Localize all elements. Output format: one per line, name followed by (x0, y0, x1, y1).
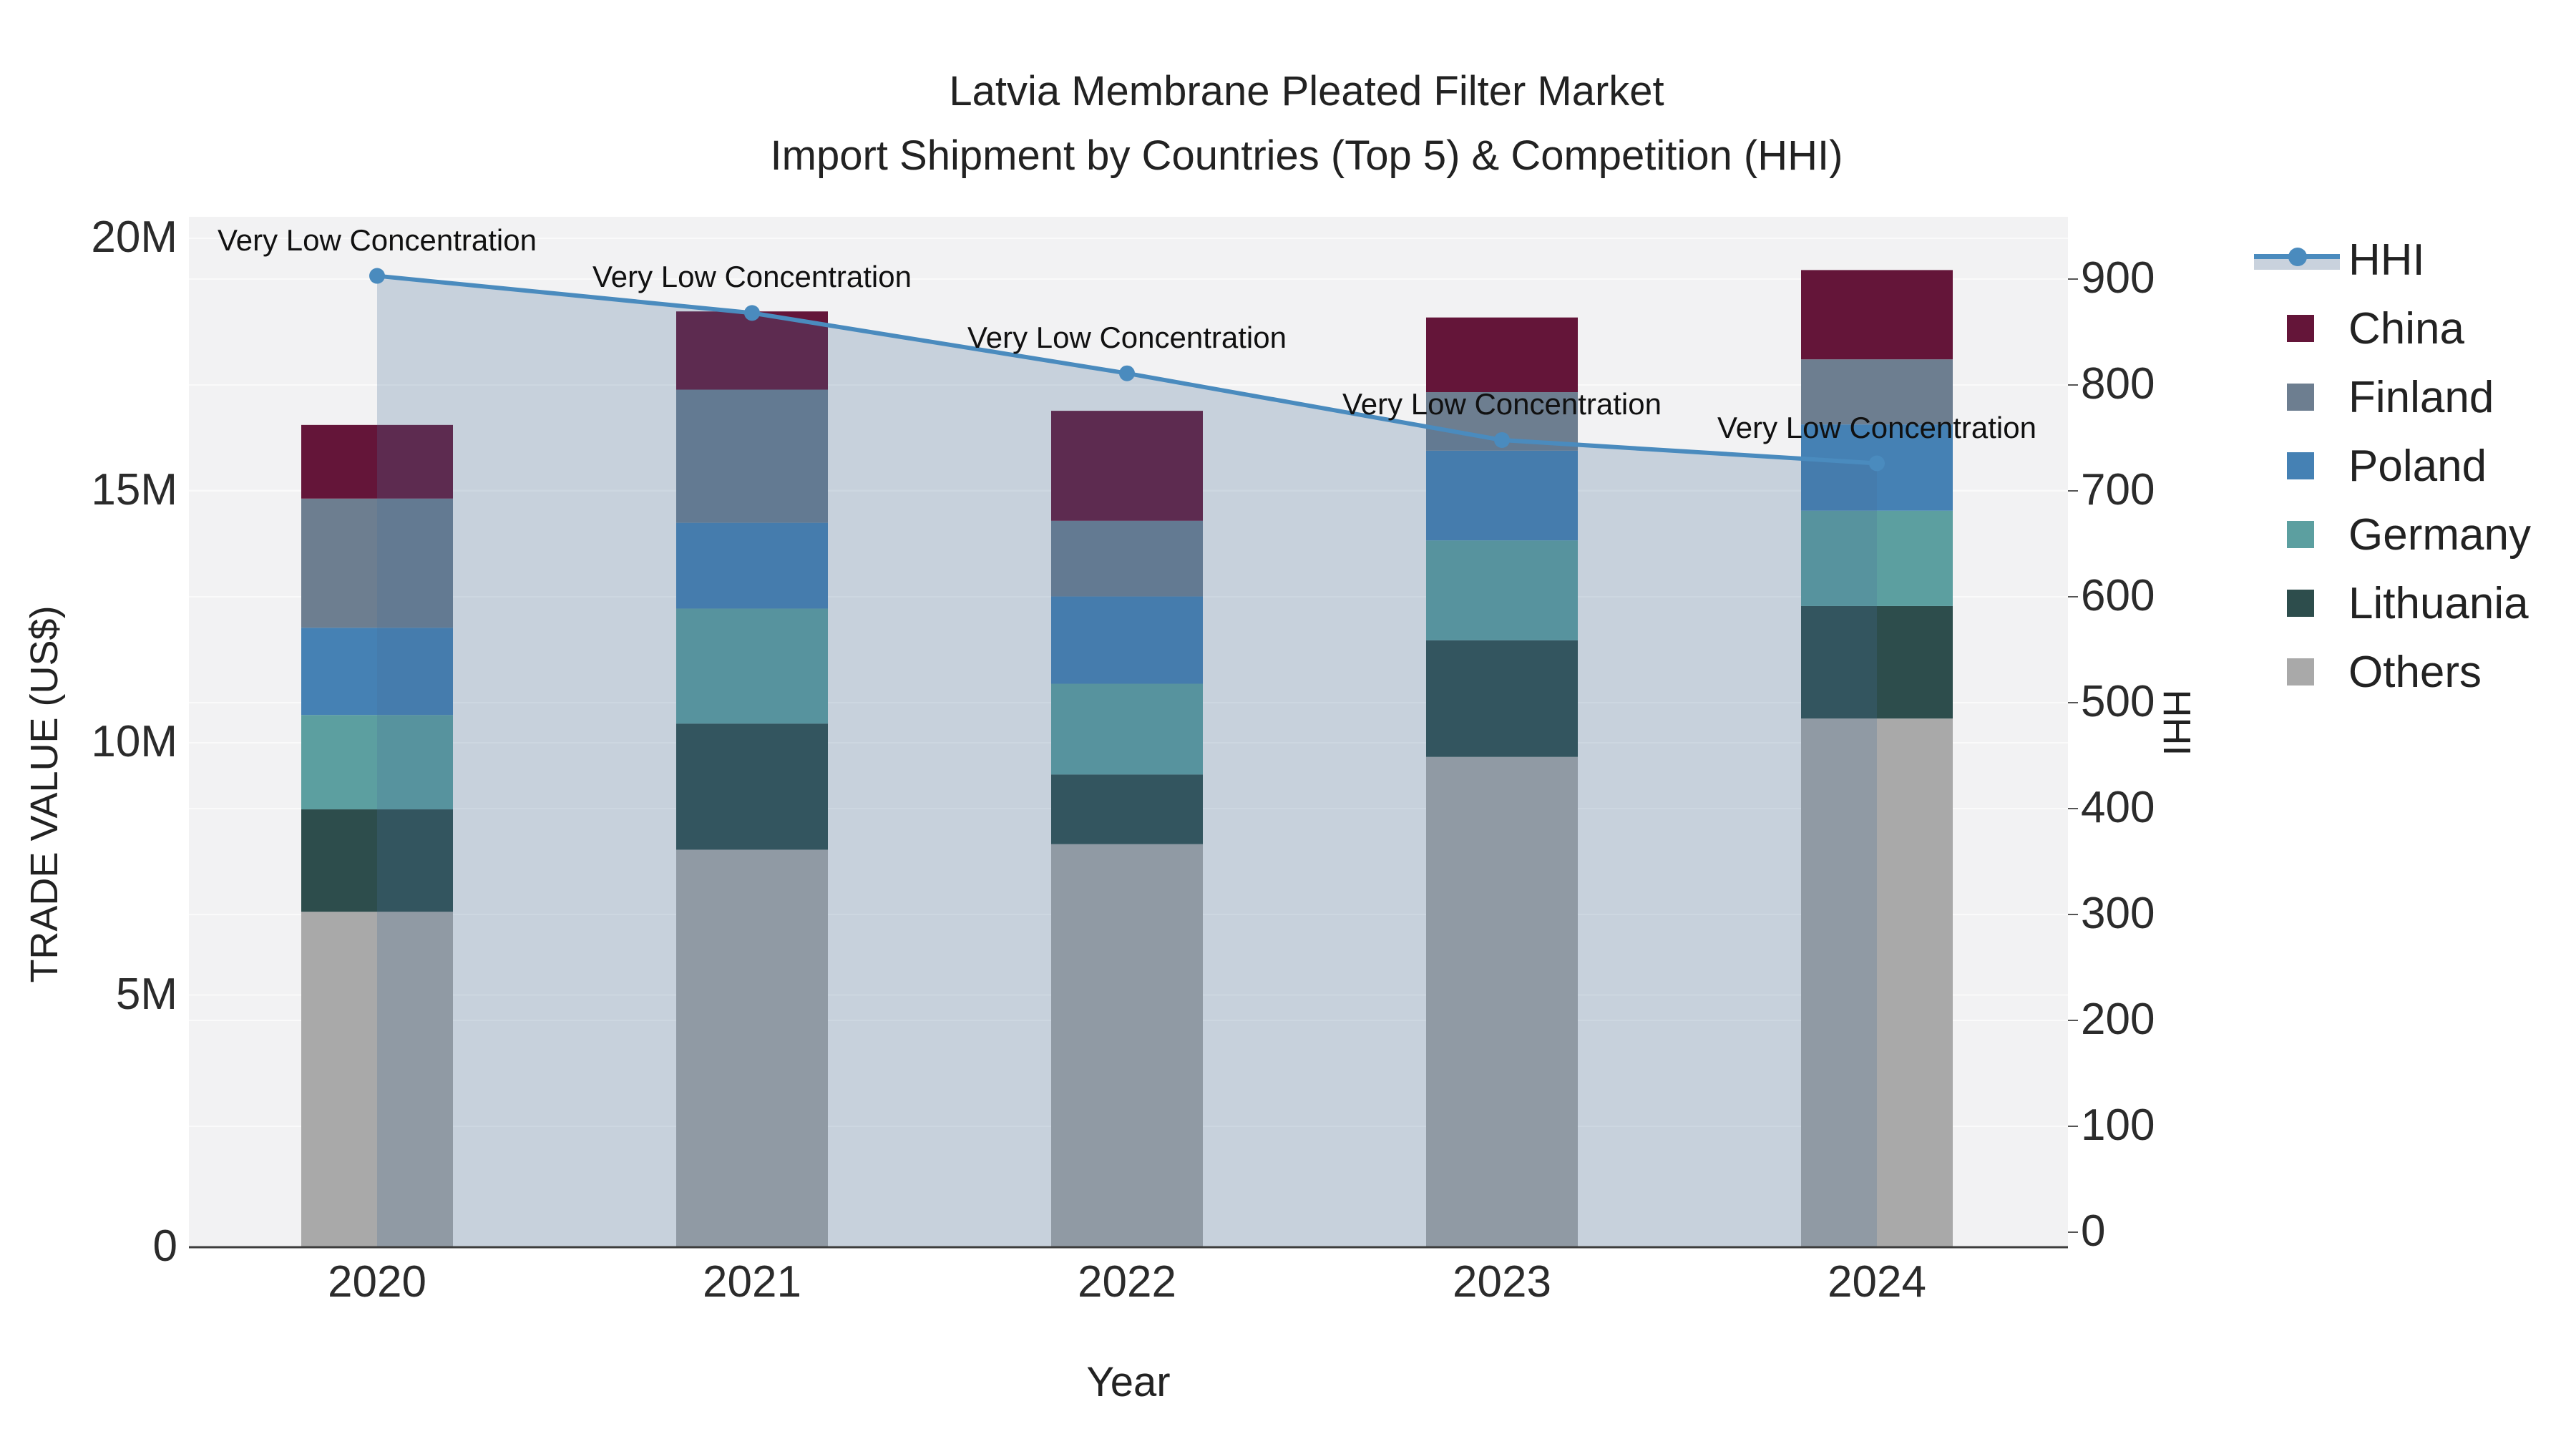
bar-segment-lithuania-2023[interactable] (1426, 640, 1578, 757)
bar-segment-finland-2021[interactable] (676, 389, 828, 523)
legend-swatch-lithuania (2287, 590, 2314, 617)
y-right-tick-label-900: 900 (2081, 253, 2155, 303)
legend-swatch-others (2287, 658, 2314, 686)
bar-segment-lithuania-2020[interactable] (301, 809, 453, 912)
legend-item-poland[interactable]: Poland (2254, 431, 2531, 500)
bar-segment-china-2021[interactable] (676, 311, 828, 390)
legend-label-finland: Finland (2348, 372, 2494, 422)
bar-segment-lithuania-2024[interactable] (1801, 605, 1953, 719)
y-left-tick-label-0: 0 (152, 1221, 177, 1271)
bar-segment-germany-2022[interactable] (1051, 683, 1203, 775)
legend-item-germany[interactable]: Germany (2254, 500, 2531, 569)
y-axis-title-left: TRADE VALUE (US$) (23, 605, 66, 983)
bar-segment-lithuania-2022[interactable] (1051, 774, 1203, 844)
y-left-tick-label-20M: 20M (91, 213, 177, 262)
y-right-tick-label-0: 0 (2081, 1206, 2106, 1256)
legend-label-poland: Poland (2348, 441, 2487, 491)
legend-label-lithuania: Lithuania (2348, 578, 2529, 628)
annotation-2024: Very Low Concentration (1717, 410, 2036, 444)
annotation-2020: Very Low Concentration (218, 223, 537, 257)
legend-item-others[interactable]: Others (2254, 638, 2531, 706)
chart-title-line2: Import Shipment by Countries (Top 5) & C… (770, 132, 1843, 179)
bar-segment-others-2023[interactable] (1426, 756, 1578, 1247)
bar-segment-others-2020[interactable] (301, 912, 453, 1247)
legend-swatch-finland (2287, 384, 2314, 411)
x-tick-label-2021: 2021 (703, 1257, 801, 1307)
hhi-point-2022[interactable] (1119, 365, 1135, 381)
legend-item-hhi[interactable]: HHI (2254, 225, 2531, 294)
bar-segment-finland-2022[interactable] (1051, 520, 1203, 597)
bar-segment-others-2022[interactable] (1051, 844, 1203, 1247)
legend-label-germany: Germany (2348, 509, 2531, 560)
bar-segment-poland-2021[interactable] (676, 522, 828, 609)
bar-segment-finland-2024[interactable] (1801, 359, 1953, 425)
x-tick-label-2024: 2024 (1828, 1257, 1926, 1307)
bar-segment-china-2020[interactable] (301, 424, 453, 499)
annotation-2023: Very Low Concentration (1342, 386, 1662, 421)
bar-segment-finland-2020[interactable] (301, 498, 453, 628)
y-right-tick-label-100: 100 (2081, 1101, 2155, 1150)
legend-item-lithuania[interactable]: Lithuania (2254, 569, 2531, 638)
bar-segment-poland-2022[interactable] (1051, 596, 1203, 684)
legend-item-finland[interactable]: Finland (2254, 363, 2531, 431)
y-right-tick-label-500: 500 (2081, 677, 2155, 726)
y-axis-title-right: HHI (2155, 689, 2198, 756)
legend-label-others: Others (2348, 647, 2482, 697)
bar-segment-germany-2024[interactable] (1801, 510, 1953, 606)
chart-title-line1: Latvia Membrane Pleated Filter Market (949, 68, 1664, 114)
hhi-point-2023[interactable] (1494, 431, 1510, 448)
y-right-tick-label-800: 800 (2081, 359, 2155, 409)
x-tick-label-2023: 2023 (1453, 1257, 1551, 1307)
legend: HHI China Finland Poland Germany Lithuania Oth… (2254, 225, 2531, 706)
bar-segment-china-2024[interactable] (1801, 270, 1953, 360)
x-tick-label-2020: 2020 (328, 1257, 426, 1307)
x-axis-title: Year (1086, 1359, 1171, 1405)
bar-segment-germany-2021[interactable] (676, 608, 828, 724)
bar-segment-others-2024[interactable] (1801, 718, 1953, 1247)
hhi-area-fill (377, 275, 1877, 1247)
hhi-line-icon (2254, 244, 2340, 275)
bar-segment-others-2021[interactable] (676, 849, 828, 1247)
y-left-tick-label-10M: 10M (91, 717, 177, 766)
bar-segment-lithuania-2021[interactable] (676, 723, 828, 850)
bar-segment-poland-2023[interactable] (1426, 450, 1578, 541)
legend-swatch-poland (2287, 452, 2314, 479)
bar-segment-poland-2020[interactable] (301, 628, 453, 716)
bar-segment-germany-2023[interactable] (1426, 540, 1578, 640)
y-left-tick-label-15M: 15M (91, 464, 177, 514)
y-right-tick-label-200: 200 (2081, 995, 2155, 1044)
legend-swatch-germany (2287, 521, 2314, 548)
legend-label-hhi: HHI (2348, 235, 2425, 285)
y-right-tick-label-400: 400 (2081, 783, 2155, 832)
y-right-tick-label-700: 700 (2081, 465, 2155, 514)
bar-segment-germany-2020[interactable] (301, 715, 453, 810)
x-tick-label-2022: 2022 (1078, 1257, 1176, 1307)
y-right-tick-label-300: 300 (2081, 889, 2155, 938)
y-right-tick-label-600: 600 (2081, 571, 2155, 620)
hhi-point-2020[interactable] (369, 268, 385, 284)
annotation-2021: Very Low Concentration (592, 260, 912, 294)
bar-segment-china-2023[interactable] (1426, 317, 1578, 393)
hhi-point-2024[interactable] (1869, 455, 1885, 472)
annotation-2022: Very Low Concentration (967, 320, 1287, 354)
legend-item-china[interactable]: China (2254, 294, 2531, 363)
hhi-point-2021[interactable] (744, 305, 760, 321)
y-left-tick-label-5M: 5M (115, 969, 177, 1019)
legend-label-china: China (2348, 303, 2464, 353)
legend-swatch-china (2287, 315, 2314, 342)
bar-segment-china-2022[interactable] (1051, 411, 1203, 521)
